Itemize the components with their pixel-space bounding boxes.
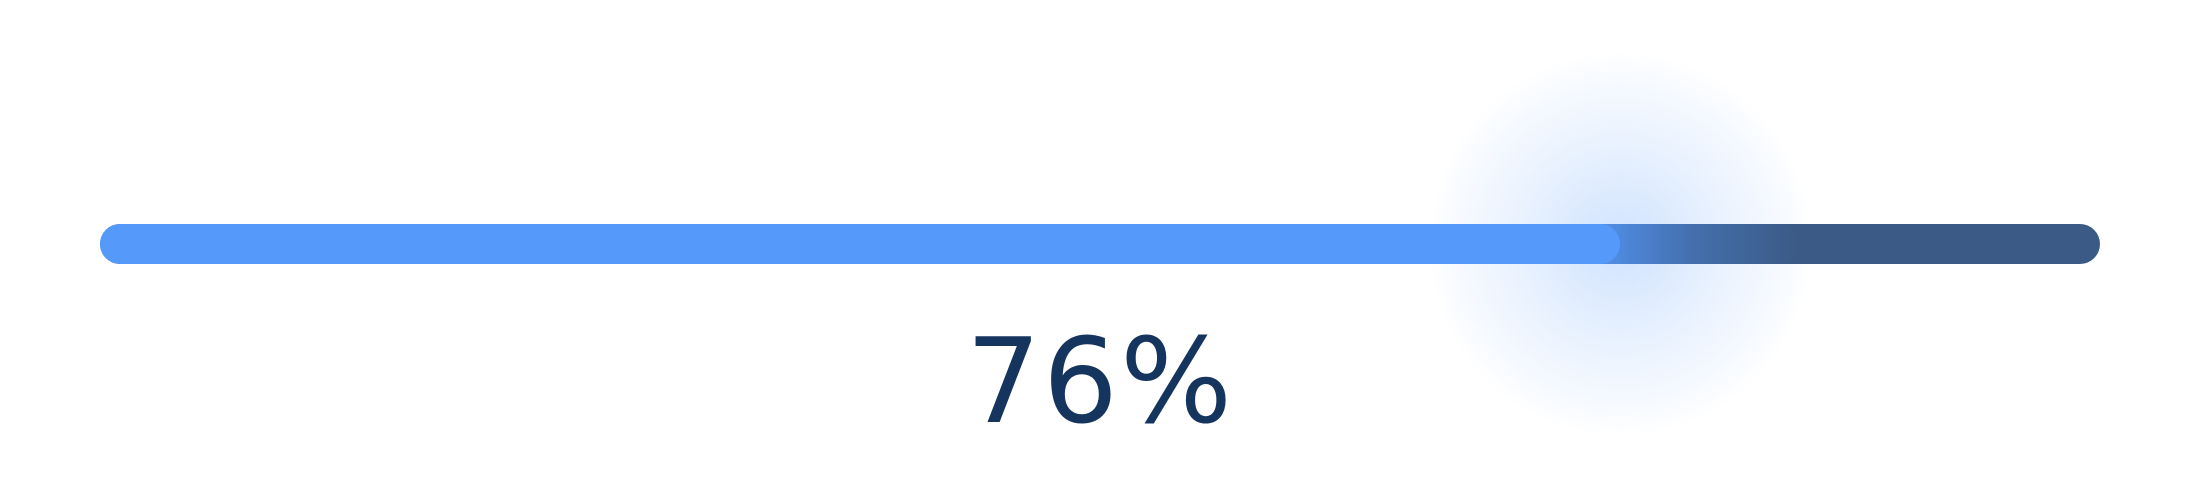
progress-percent-label: 76% (965, 312, 1235, 450)
progress-fill (100, 224, 1620, 264)
progress-track (100, 224, 2100, 264)
